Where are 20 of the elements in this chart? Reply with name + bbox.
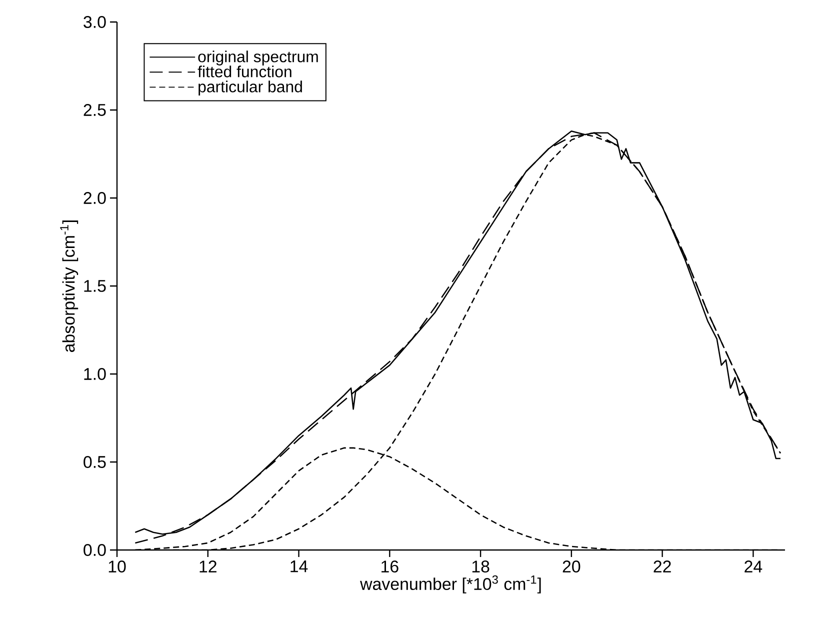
x-tick-label: 10 [108,560,126,573]
y-tick-label: 1.0 [84,368,106,380]
y-tick-label: 0.0 [84,544,106,556]
y-axis-title: absorptivity [cm$^{-1}$] [60,220,78,352]
x-axis-title: wavenumber [*10$^{3}$ cm$^{-1}$] [360,575,541,594]
y-tick-label: 0.5 [84,456,106,468]
x-tick-label: 22 [654,560,671,572]
x-tick-label: 16 [382,560,398,573]
legend-label: fitted function [198,66,292,78]
x-tick-label: 20 [562,560,580,573]
y-tick-label: 2.0 [84,192,106,204]
legend-label: particular band [198,80,302,96]
x-tick-label: 14 [290,560,308,572]
legend-label: original spectrum [198,50,318,66]
y-tick-label: 2.5 [84,104,106,116]
y-tick-label: 3.0 [84,16,106,28]
x-tick-label: 12 [200,560,216,572]
x-tick-label: 24 [744,560,762,572]
y-tick-label: 1.5 [84,280,106,292]
x-tick-label: 18 [472,560,490,573]
